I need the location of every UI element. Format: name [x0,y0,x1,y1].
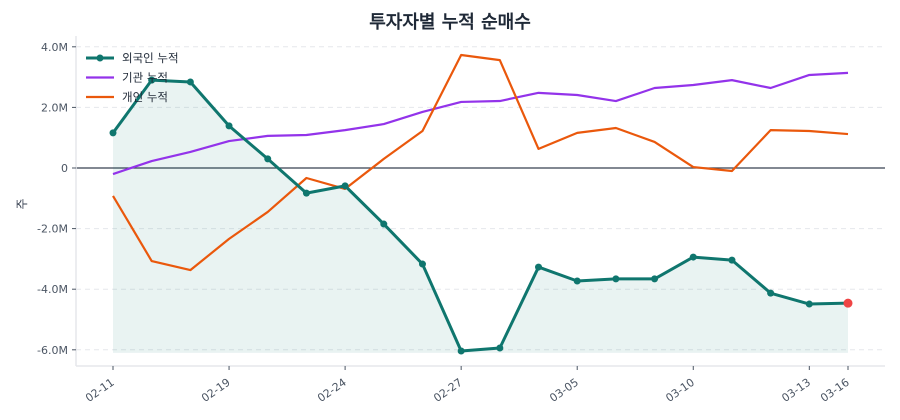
series-markers [109,76,853,355]
last-point-marker [843,298,853,308]
data-point-marker [689,253,697,261]
y-tick-label: 4.0M [41,41,68,54]
legend-label: 외국인 누적 [122,51,179,65]
data-point-marker [341,182,349,190]
y-axis-label: 주 [15,198,29,209]
data-point-marker [535,263,543,271]
x-tick-label: 02-24 [315,376,349,405]
data-point-marker [728,256,736,264]
data-point-marker [225,122,233,130]
data-point-marker [651,275,659,283]
data-point-marker [148,76,156,84]
data-point-marker [496,344,504,352]
y-tick-label: -4.0M [37,283,68,296]
data-point-marker [805,300,813,308]
legend-label: 기관 누적 [122,71,168,85]
y-tick-label: 2.0M [41,101,68,114]
data-point-marker [302,189,310,197]
data-point-marker [380,220,388,228]
x-tick-label: 03-13 [779,376,813,405]
data-point-marker [457,347,465,355]
data-point-marker [767,289,775,297]
series-line [112,53,849,272]
x-tick-label: 02-19 [199,376,233,405]
data-point-marker [418,260,426,268]
legend-label: 개인 누적 [122,90,168,104]
series-lines [111,53,849,353]
x-tick-label: 03-16 [818,376,852,405]
data-point-marker [109,129,117,137]
y-tick-label: -6.0M [37,344,68,357]
data-point-marker [612,275,620,283]
y-tick-label: -2.0M [37,223,68,236]
grid-lines [76,46,885,351]
series-line [111,78,849,353]
foreign-area-fill [113,80,848,353]
x-tick-label: 03-05 [547,376,581,405]
x-tick-label: 02-27 [431,376,465,405]
x-tick-label: 02-11 [83,376,117,405]
legend-marker [96,54,104,62]
data-point-marker [186,78,194,86]
data-point-marker [573,277,581,285]
chart-title: 투자자별 누적 순매수 [369,12,531,33]
data-point-marker [264,155,272,163]
x-tick-label: 03-10 [663,376,697,405]
y-tick-label: 0 [61,162,68,175]
series-line [112,71,849,176]
